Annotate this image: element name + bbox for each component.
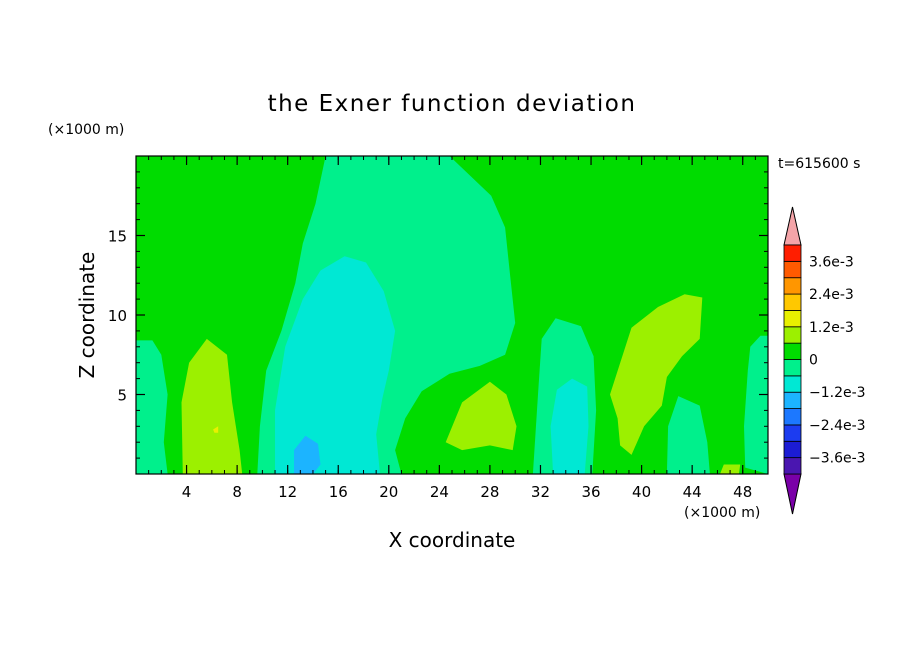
colorbar-segment <box>783 457 802 475</box>
y-tick-label: 15 <box>108 228 127 246</box>
colorbar-upper-extension <box>783 206 802 246</box>
y-tick-label: 5 <box>117 387 127 405</box>
x-tick-label: 20 <box>379 483 398 501</box>
colorbar: 3.6e-3 2.4e-3 1.2e-3 0 −1.2e-3 −2.4e-3 −3.6e-3 <box>783 206 866 515</box>
contour-region-12 <box>744 335 768 474</box>
y-tick-label: 10 <box>108 307 127 325</box>
y-axis-label: Z coordinate <box>75 252 99 379</box>
contour-region-4 <box>181 338 243 474</box>
colorbar-tick-label: 0 <box>809 353 818 369</box>
contour-region-6 <box>445 381 517 451</box>
colorbar-segment <box>783 440 802 459</box>
x-tick-label: 24 <box>430 483 449 501</box>
contour-region-1 <box>275 256 396 474</box>
time-label: t=615600 s <box>778 156 860 172</box>
colorbar-segment <box>783 244 802 262</box>
x-unit-label: (×1000 m) <box>684 505 760 521</box>
x-tick-label: 48 <box>733 483 752 501</box>
colorbar-segment <box>783 359 802 377</box>
colorbar-segment <box>783 342 802 360</box>
colorbar-segment <box>783 326 802 344</box>
x-tick-label: 28 <box>480 483 499 501</box>
plot-area <box>136 156 768 474</box>
colorbar-segment <box>783 391 802 409</box>
x-tick-label: 44 <box>683 483 702 501</box>
chart-title: the Exner function deviation <box>268 91 637 117</box>
colorbar-tick-label: −1.2e-3 <box>809 385 866 401</box>
colorbar-segment <box>783 293 802 311</box>
contour-region-11 <box>720 464 741 474</box>
x-tick-label: 36 <box>581 483 600 501</box>
colorbar-segment <box>783 375 802 393</box>
y-unit-label: (×1000 m) <box>48 122 124 138</box>
colorbar-tick-label: −3.6e-3 <box>809 451 866 467</box>
x-tick-label: 16 <box>329 483 348 501</box>
contour-region-5 <box>213 426 219 433</box>
contour-region-10 <box>666 396 710 474</box>
x-tick-label: 32 <box>531 483 550 501</box>
x-tick-label: 40 <box>632 483 651 501</box>
x-axis-label: X coordinate <box>389 528 516 552</box>
colorbar-tick-label: 3.6e-3 <box>809 254 854 270</box>
colorbar-segment <box>783 310 802 328</box>
colorbar-tick-label: 2.4e-3 <box>809 287 854 303</box>
x-tick-label: 8 <box>232 483 242 501</box>
colorbar-tick-label: −2.4e-3 <box>809 418 866 434</box>
x-tick-label: 12 <box>278 483 297 501</box>
contour-region-9 <box>610 294 703 455</box>
contour-region-2 <box>294 435 321 474</box>
x-tick-label: 4 <box>182 483 192 501</box>
contour-region-3 <box>136 340 168 474</box>
colorbar-segment <box>783 277 802 295</box>
colorbar-lower-extension <box>783 473 802 515</box>
contour-region-8 <box>550 378 589 474</box>
colorbar-segment <box>783 408 802 426</box>
colorbar-tick-label: 1.2e-3 <box>809 320 854 336</box>
colorbar-segment <box>783 424 802 442</box>
colorbar-segment <box>783 260 802 279</box>
